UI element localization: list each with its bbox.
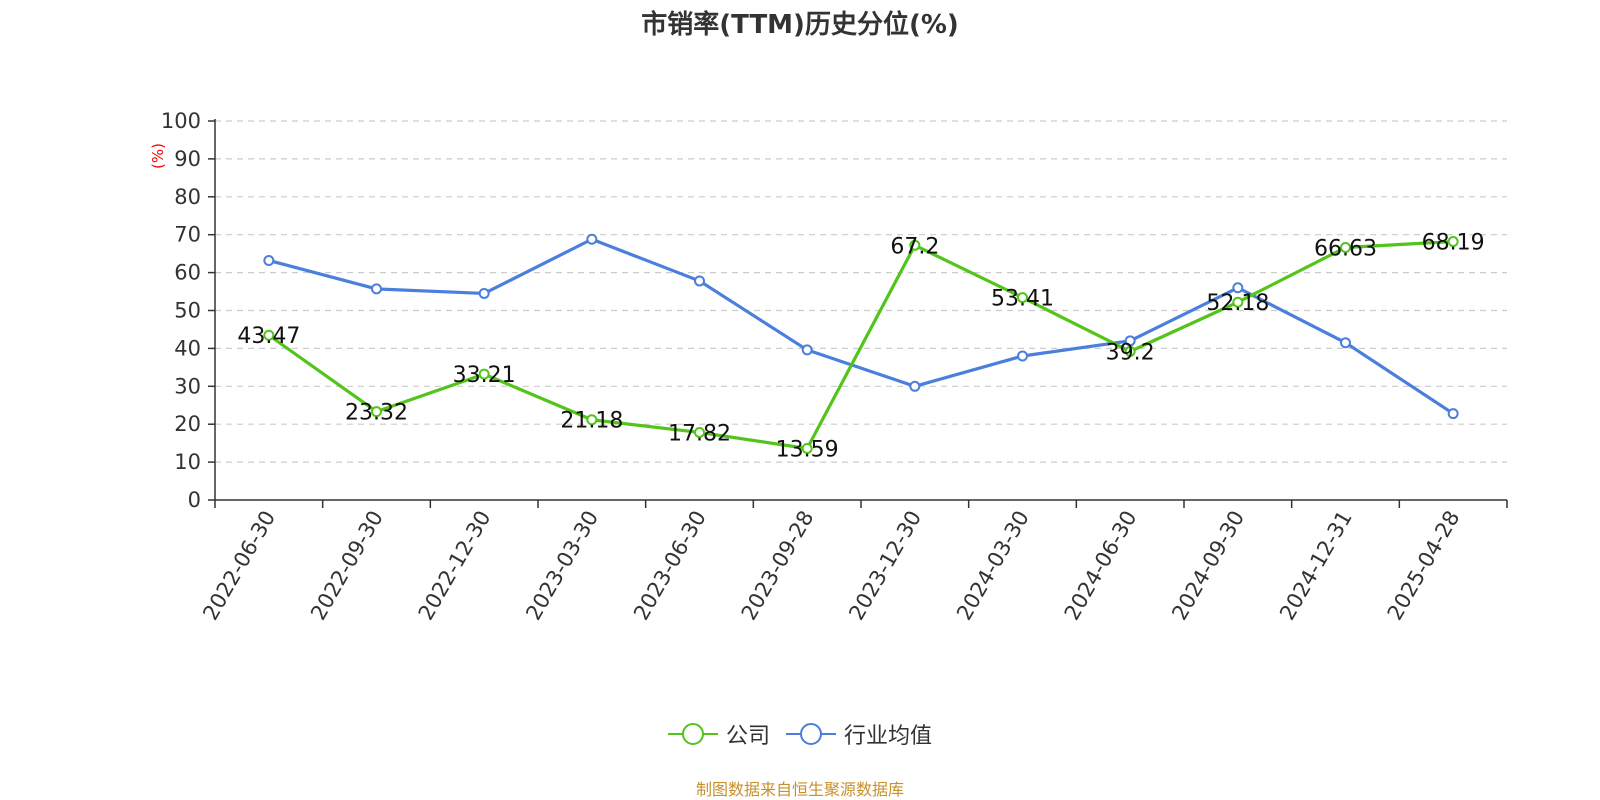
line-chart: 0 10 20 30 40 50 60 70 80 90 100 (%) 2022-06-30 2022-… xyxy=(149,109,1508,625)
y-tick-label: 20 xyxy=(174,412,201,436)
y-tick-label: 70 xyxy=(174,223,201,247)
data-point-company xyxy=(1447,236,1459,248)
data-point-industry-avg xyxy=(801,344,813,356)
data-point-company xyxy=(263,329,275,341)
data-point-company xyxy=(694,426,705,438)
data-label-company: 13.59 xyxy=(776,437,839,462)
legend-item-company[interactable]: 公司 xyxy=(667,718,770,750)
series-line-company xyxy=(267,239,1454,451)
data-label-company: 52.18 xyxy=(1206,291,1269,316)
data-label-company: 67.2 xyxy=(890,234,939,259)
data-point-company xyxy=(909,239,921,251)
legend-label-company: 公司 xyxy=(725,724,770,749)
x-tick-label: 2023-09-28 xyxy=(737,507,819,625)
y-tick-label: 60 xyxy=(174,261,201,285)
data-label-company: 39.2 xyxy=(1106,340,1155,365)
x-tick-label: 2024-03-30 xyxy=(952,507,1034,625)
data-point-industry-avg xyxy=(371,283,382,295)
data-point-company xyxy=(1232,296,1244,308)
x-tick-label: 2022-09-30 xyxy=(306,507,388,625)
legend-label-industry-avg: 行业均值 xyxy=(844,724,933,749)
x-tick-label: 2024-09-30 xyxy=(1167,507,1249,625)
data-label-company: 68.19 xyxy=(1422,231,1485,256)
data-point-industry-avg xyxy=(263,254,275,266)
data-point-industry-avg xyxy=(1017,350,1028,362)
x-tick-label: 2023-03-30 xyxy=(521,507,603,625)
data-point-company xyxy=(1124,345,1136,357)
data-label-company: 33.21 xyxy=(453,363,516,388)
y-tick-label: 30 xyxy=(174,374,201,398)
data-label-company: 23.32 xyxy=(345,401,408,426)
y-tick-label: 80 xyxy=(174,185,201,209)
y-tick-label: 100 xyxy=(161,109,201,133)
data-point-industry-avg xyxy=(1340,337,1351,349)
data-point-company xyxy=(371,406,382,418)
data-point-industry-avg xyxy=(909,380,921,392)
x-tick-label: 2025-04-28 xyxy=(1383,507,1465,625)
data-point-industry-avg xyxy=(586,233,598,245)
legend-line-circle-icon xyxy=(786,723,836,745)
data-label-company: 66.63 xyxy=(1314,236,1377,261)
legend-line-circle-icon xyxy=(667,723,718,745)
data-point-industry-avg xyxy=(1232,282,1244,294)
y-axis-label: (%) xyxy=(149,143,167,169)
y-tick-label: 90 xyxy=(174,147,201,171)
data-point-company xyxy=(1340,241,1351,253)
series-line-industry-avg xyxy=(268,237,1455,415)
data-point-industry-avg xyxy=(478,287,490,299)
chart-title: 市销率(TTM)历史分位(%) xyxy=(641,10,959,40)
data-source-note: 制图数据来自恒生聚源数据库 xyxy=(695,780,904,799)
legend-item-industry-avg[interactable]: 行业均值 xyxy=(786,718,932,750)
y-tick-label: 0 xyxy=(188,488,201,512)
data-point-company xyxy=(478,368,490,380)
x-tick-label: 2022-12-30 xyxy=(414,507,496,625)
data-point-company xyxy=(586,414,598,426)
x-tick-label: 2024-06-30 xyxy=(1060,507,1142,625)
x-tick-label: 2023-06-30 xyxy=(629,507,711,625)
data-point-industry-avg xyxy=(694,275,705,287)
y-tick-label: 40 xyxy=(174,336,201,360)
data-label-company: 53.41 xyxy=(991,287,1054,312)
data-label-company: 43.47 xyxy=(237,324,300,349)
x-tick-label: 2022-06-30 xyxy=(198,507,280,625)
data-point-company xyxy=(801,442,813,454)
data-point-company xyxy=(1017,292,1028,304)
x-tick-label: 2023-12-30 xyxy=(844,507,926,625)
x-tick-label: 2024-12-31 xyxy=(1275,507,1357,625)
data-label-company: 21.18 xyxy=(560,409,623,434)
y-tick-label: 10 xyxy=(174,450,201,474)
y-tick-label: 50 xyxy=(174,299,201,323)
legend: 公司 行业均值 xyxy=(0,718,1600,750)
data-point-industry-avg xyxy=(1124,335,1136,347)
data-label-company: 17.82 xyxy=(668,421,731,446)
data-point-industry-avg xyxy=(1447,408,1459,420)
